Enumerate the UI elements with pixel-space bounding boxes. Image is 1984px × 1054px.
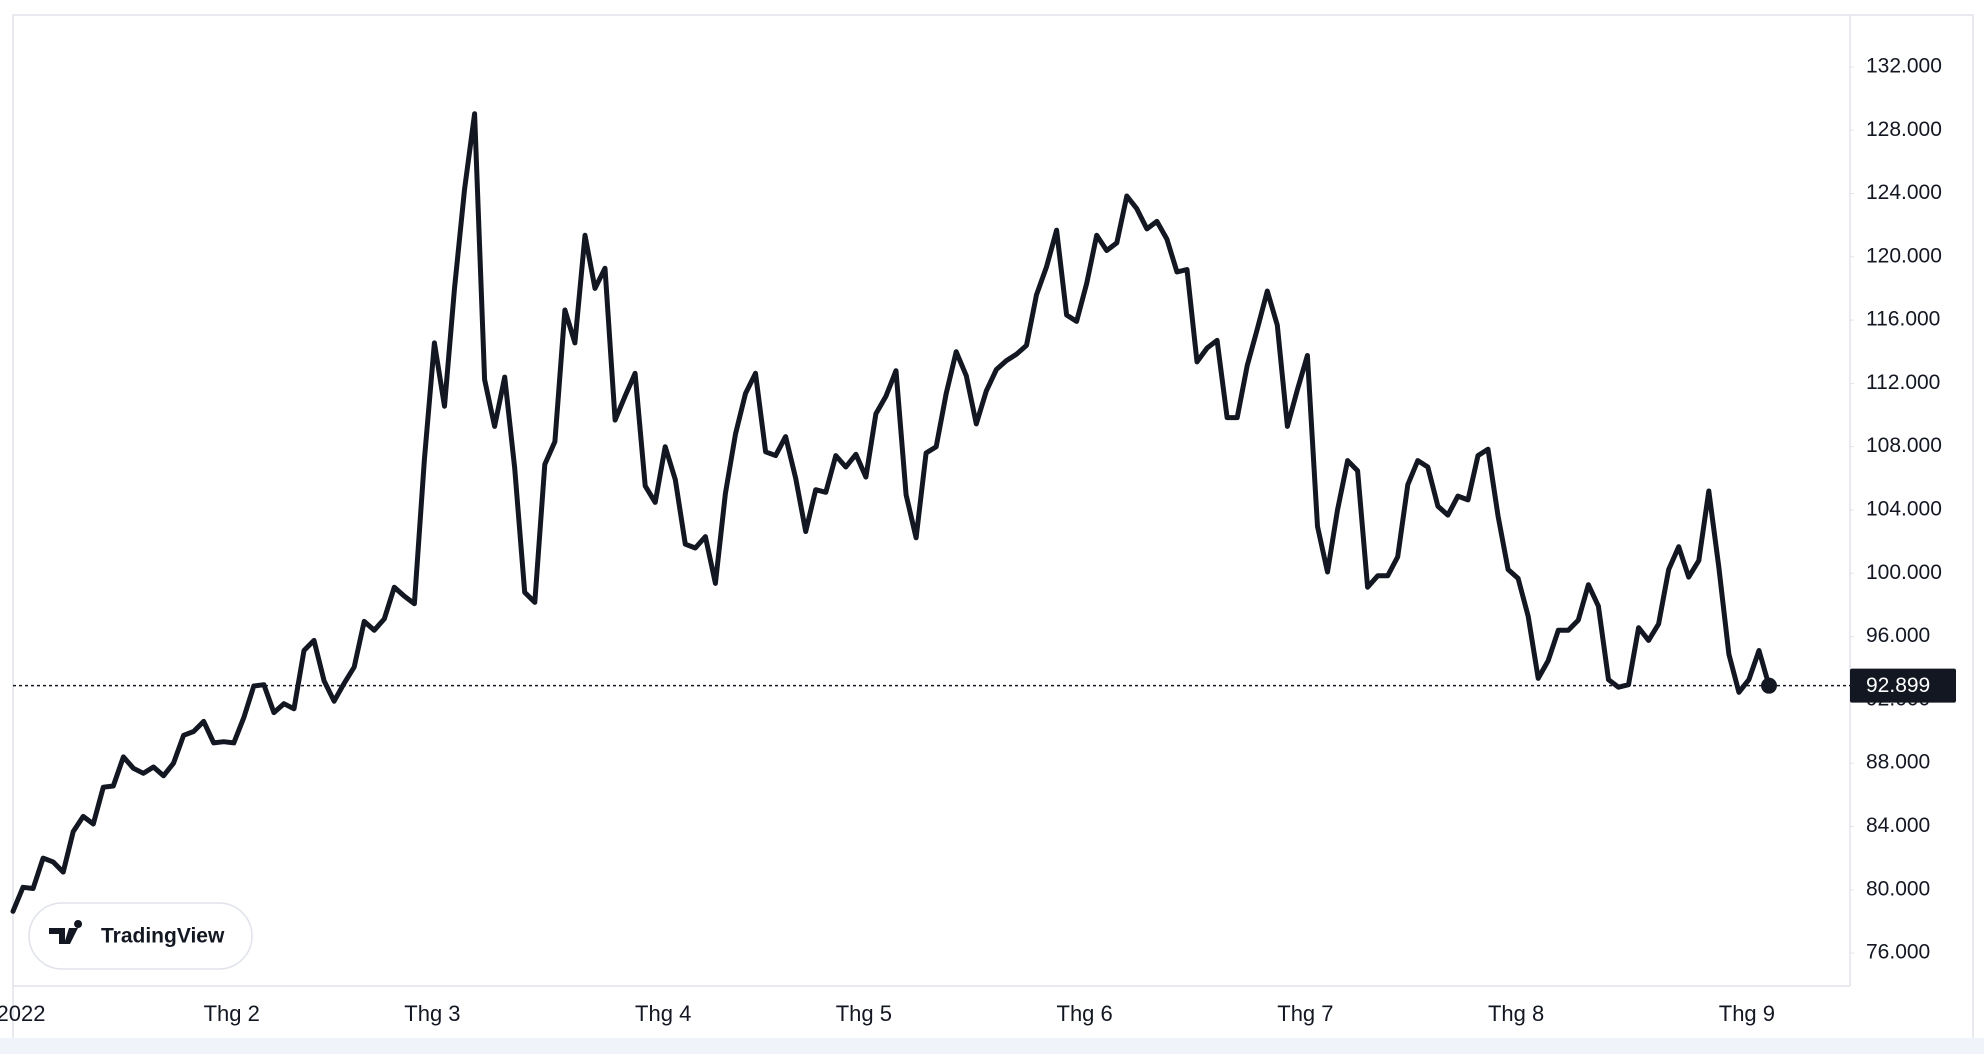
- watermark-box: [28, 902, 253, 970]
- x-tick-label: Thg 3: [404, 1001, 460, 1026]
- y-tick-label: 120.000: [1866, 244, 1942, 267]
- last-price-box: [1850, 668, 1956, 703]
- price-line: [10, 111, 1772, 914]
- last-price-label: 92.899: [1866, 674, 1930, 697]
- watermark: TradingView: [28, 902, 253, 970]
- y-tick-label: 108.000: [1866, 434, 1942, 457]
- y-tick-label: 84.000: [1866, 814, 1930, 837]
- y-tick-label: 124.000: [1866, 181, 1942, 204]
- y-tick-label: 104.000: [1866, 498, 1942, 521]
- y-tick-label: 100.000: [1866, 561, 1942, 584]
- x-tick-label: Thg 2: [204, 1001, 260, 1026]
- y-tick-label: 96.000: [1866, 624, 1930, 647]
- x-tick-label: 2022: [0, 1001, 45, 1026]
- x-tick-label: Thg 6: [1057, 1001, 1113, 1026]
- x-tick-label: Thg 4: [635, 1001, 691, 1026]
- y-tick-label: 80.000: [1866, 877, 1930, 900]
- watermark-text: TradingView: [101, 925, 225, 948]
- y-tick-label: 128.000: [1866, 118, 1942, 141]
- chart-frame: [12, 14, 1974, 1054]
- y-tick-label: 116.000: [1866, 308, 1940, 331]
- y-tick-label: 112.000: [1866, 371, 1940, 394]
- x-tick-label: Thg 7: [1277, 1001, 1333, 1026]
- x-tick-label: Thg 9: [1719, 1001, 1775, 1026]
- last-point: [1761, 677, 1777, 694]
- bottom-strip: [0, 1038, 1984, 1054]
- x-tick-label: Thg 5: [836, 1001, 892, 1026]
- plot-area: [10, 111, 1850, 914]
- y-tick-label: 88.000: [1866, 751, 1930, 774]
- y-tick-label: 76.000: [1866, 941, 1930, 964]
- x-tick-label: Thg 8: [1488, 1001, 1544, 1026]
- watermark-logo: [49, 920, 83, 944]
- y-tick-label: 132.000: [1866, 54, 1942, 77]
